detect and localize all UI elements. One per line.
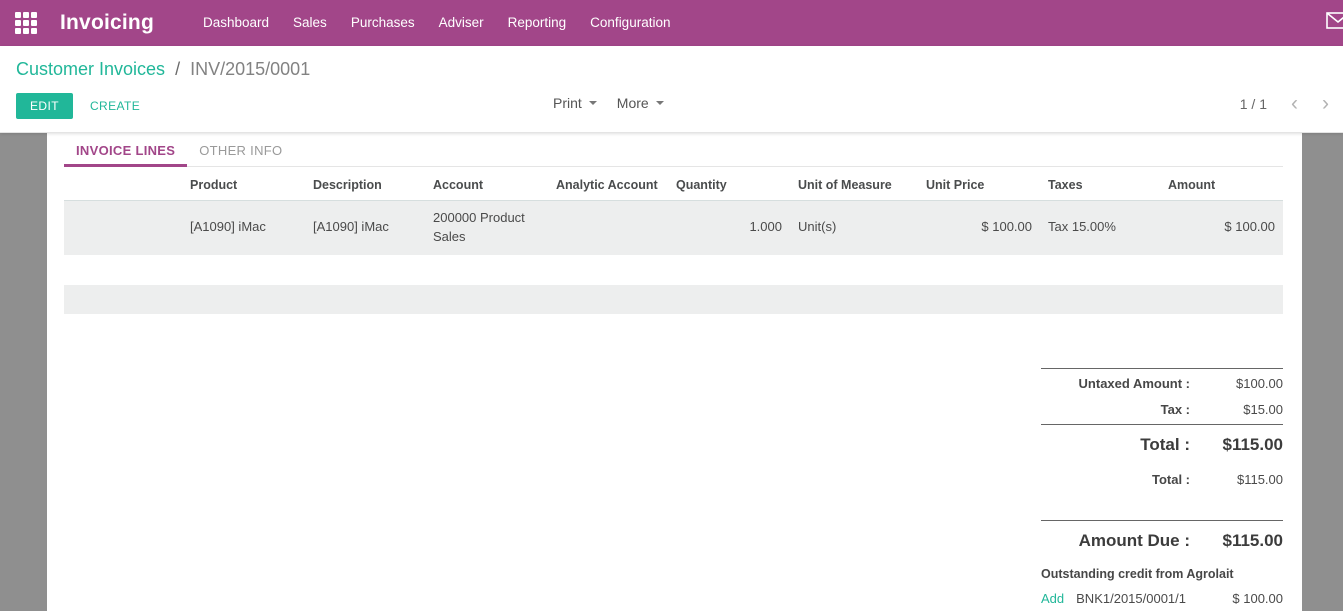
caret-down-icon [588, 101, 597, 105]
payments-total-label: Total : [1151, 471, 1190, 487]
content-area: INVOICE LINES OTHER INFO Product Descrip… [0, 133, 1343, 611]
totals-divider [1041, 367, 1283, 369]
column-taxes[interactable]: Taxes [1040, 169, 1160, 201]
column-handle [64, 169, 182, 201]
more-dropdown[interactable]: More [617, 95, 664, 111]
top-menu: Dashboard Sales Purchases Adviser Report… [191, 0, 683, 46]
print-dropdown-label: Print [553, 95, 582, 111]
invoice-lines-table: Product Description Account Analytic Acc… [64, 169, 1283, 255]
empty-section-bar [64, 284, 1283, 314]
cell-description: [A1090] iMac [305, 200, 425, 255]
total-value: $115.00 [1222, 434, 1283, 454]
column-unit-price[interactable]: Unit Price [918, 169, 1040, 201]
invoice-form-sheet: INVOICE LINES OTHER INFO Product Descrip… [47, 133, 1302, 611]
breadcrumb-separator: / [175, 59, 181, 79]
untaxed-amount-label: Untaxed Amount : [1078, 375, 1190, 391]
totals-panel: Untaxed Amount : $100.00 Tax : $15.00 To… [1041, 367, 1283, 606]
credit-reference: BNK1/2015/0001/1 [1076, 590, 1187, 606]
menu-item-sales[interactable]: Sales [293, 15, 327, 30]
totals-divider [1041, 423, 1283, 425]
button-row: EDIT CREATE Print More 1 / 1 ‹ › [16, 92, 1343, 120]
total-label: Total : [1140, 434, 1190, 454]
print-dropdown[interactable]: Print [553, 95, 597, 111]
menu-item-purchases[interactable]: Purchases [350, 15, 415, 30]
cell-unit-of-measure: Unit(s) [790, 200, 918, 255]
cell-account: 200000 Product Sales [425, 200, 548, 255]
pager-counter: 1 / 1 [1239, 96, 1267, 112]
breadcrumb-current-invoice: INV/2015/0001 [190, 59, 311, 79]
action-dropdowns: Print More [553, 95, 684, 111]
messages-envelope-icon[interactable] [1326, 12, 1343, 34]
column-account[interactable]: Account [425, 169, 548, 201]
menu-item-reporting[interactable]: Reporting [507, 15, 567, 30]
amount-due-row: Amount Due : $115.00 [1041, 521, 1283, 553]
invoice-line-row[interactable]: [A1090] iMac [A1090] iMac 200000 Product… [64, 200, 1283, 255]
amount-due-value: $115.00 [1222, 530, 1283, 550]
outstanding-credit-title: Outstanding credit from Agrolait [1041, 566, 1234, 581]
app-brand[interactable]: Invoicing [60, 11, 154, 34]
control-panel: Customer Invoices / INV/2015/0001 EDIT C… [0, 46, 1343, 133]
menu-item-configuration[interactable]: Configuration [590, 15, 671, 30]
column-analytic-account[interactable]: Analytic Account [548, 169, 668, 201]
total-row: Total : $115.00 [1041, 425, 1283, 465]
column-product[interactable]: Product [182, 169, 305, 201]
record-pager: 1 / 1 ‹ › [1240, 92, 1329, 116]
table-header-row: Product Description Account Analytic Acc… [64, 169, 1283, 201]
column-description[interactable]: Description [305, 169, 425, 201]
totals-divider [1041, 519, 1283, 521]
column-quantity[interactable]: Quantity [668, 169, 790, 201]
breadcrumb-customer-invoices[interactable]: Customer Invoices [16, 59, 166, 79]
outstanding-credit-entry: Add BNK1/2015/0001/1 $ 100.00 [1041, 591, 1283, 606]
more-dropdown-label: More [616, 95, 649, 111]
pager-previous-button[interactable]: ‹ [1291, 92, 1298, 115]
breadcrumb: Customer Invoices / INV/2015/0001 [16, 59, 1343, 80]
edit-button[interactable]: EDIT [16, 93, 73, 119]
untaxed-amount-row: Untaxed Amount : $100.00 [1041, 369, 1283, 398]
untaxed-amount-value: $100.00 [1236, 375, 1283, 391]
column-amount[interactable]: Amount [1160, 169, 1283, 201]
tax-label: Tax : [1160, 401, 1190, 417]
tax-value: $15.00 [1243, 401, 1283, 417]
add-credit-link[interactable]: Add [1041, 590, 1065, 606]
top-navbar: Invoicing Dashboard Sales Purchases Advi… [0, 0, 1343, 46]
cell-handle [64, 200, 182, 255]
payments-total-row: Total : $115.00 [1041, 465, 1283, 494]
cell-unit-price: $ 100.00 [918, 200, 1040, 255]
cell-amount: $ 100.00 [1160, 200, 1283, 255]
menu-item-adviser[interactable]: Adviser [438, 15, 484, 30]
amount-due-label: Amount Due : [1078, 530, 1190, 550]
menu-item-dashboard[interactable]: Dashboard [202, 15, 270, 30]
cell-product: [A1090] iMac [182, 200, 305, 255]
cell-analytic-account [548, 200, 668, 255]
tab-other-info[interactable]: OTHER INFO [199, 143, 283, 158]
tab-invoice-lines[interactable]: INVOICE LINES [64, 135, 188, 167]
pager-next-button[interactable]: › [1322, 92, 1329, 115]
apps-menu-icon[interactable] [15, 12, 37, 34]
cell-quantity: 1.000 [668, 200, 790, 255]
column-unit-of-measure[interactable]: Unit of Measure [790, 169, 918, 201]
tax-row: Tax : $15.00 [1041, 398, 1283, 424]
create-button[interactable]: CREATE [89, 99, 141, 113]
amount-due-block: Amount Due : $115.00 [1041, 519, 1283, 553]
notebook-tabs: INVOICE LINES OTHER INFO [64, 135, 1283, 167]
caret-down-icon [655, 101, 664, 105]
payments-total-value: $115.00 [1236, 471, 1283, 487]
cell-taxes: Tax 15.00% [1040, 200, 1160, 255]
credit-amount: $ 100.00 [1232, 590, 1283, 606]
